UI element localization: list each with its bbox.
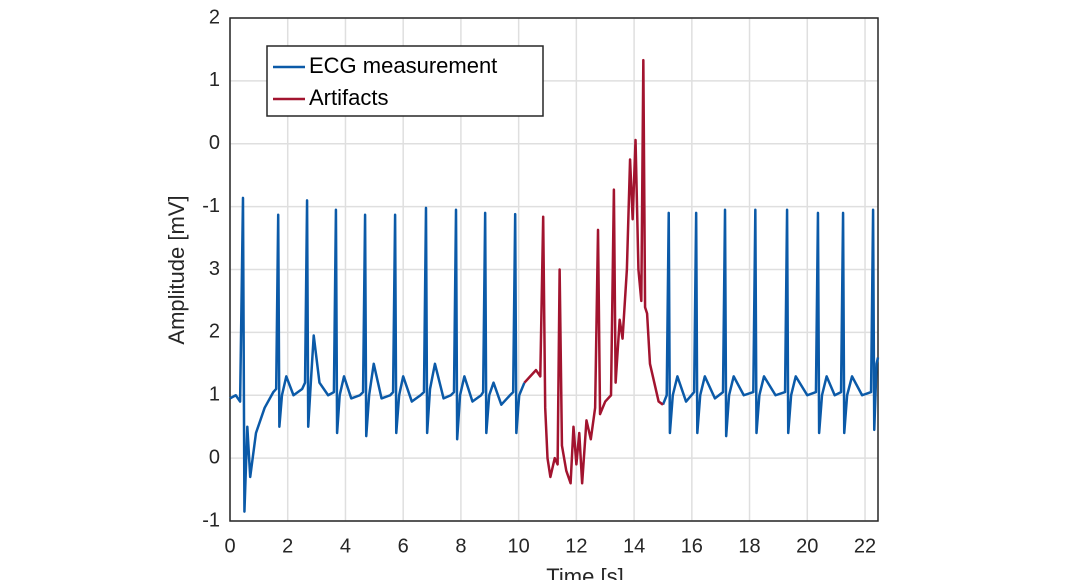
y-tick-label: 0 bbox=[209, 132, 220, 154]
x-tick-label: 2 bbox=[282, 535, 293, 557]
y-tick-label: 3 bbox=[209, 258, 220, 280]
x-tick-label: 8 bbox=[455, 535, 466, 557]
legend-label: ECG measurement bbox=[309, 53, 497, 78]
y-tick-label: 1 bbox=[209, 69, 220, 91]
x-axis-label: Time [s] bbox=[546, 564, 623, 580]
x-tick-label: 22 bbox=[854, 535, 876, 557]
y-tick-label: -1 bbox=[202, 509, 220, 531]
y-tick-label: 2 bbox=[209, 6, 220, 28]
series-line bbox=[523, 58, 664, 485]
x-tick-label: 12 bbox=[565, 535, 587, 557]
y-axis-label: Amplitude [mV] bbox=[164, 195, 189, 344]
legend: ECG measurement Artifacts bbox=[266, 45, 544, 117]
x-tick-label: 14 bbox=[623, 535, 645, 557]
legend-box bbox=[266, 45, 544, 117]
series-line bbox=[229, 196, 880, 513]
x-tick-label: 6 bbox=[398, 535, 409, 557]
y-tick-label: 0 bbox=[209, 446, 220, 468]
x-tick-label: 20 bbox=[796, 535, 818, 557]
y-tick-label: -1 bbox=[202, 195, 220, 217]
plot-frame bbox=[229, 17, 879, 522]
x-tick-label: 16 bbox=[681, 535, 703, 557]
y-tick-label: 2 bbox=[209, 321, 220, 343]
legend-label: Artifacts bbox=[309, 85, 388, 110]
x-tick-label: 4 bbox=[340, 535, 351, 557]
x-tick-label: 18 bbox=[738, 535, 760, 557]
y-tick-label: 1 bbox=[209, 384, 220, 406]
x-tick-label: 0 bbox=[224, 535, 235, 557]
x-tick-label: 10 bbox=[508, 535, 530, 557]
